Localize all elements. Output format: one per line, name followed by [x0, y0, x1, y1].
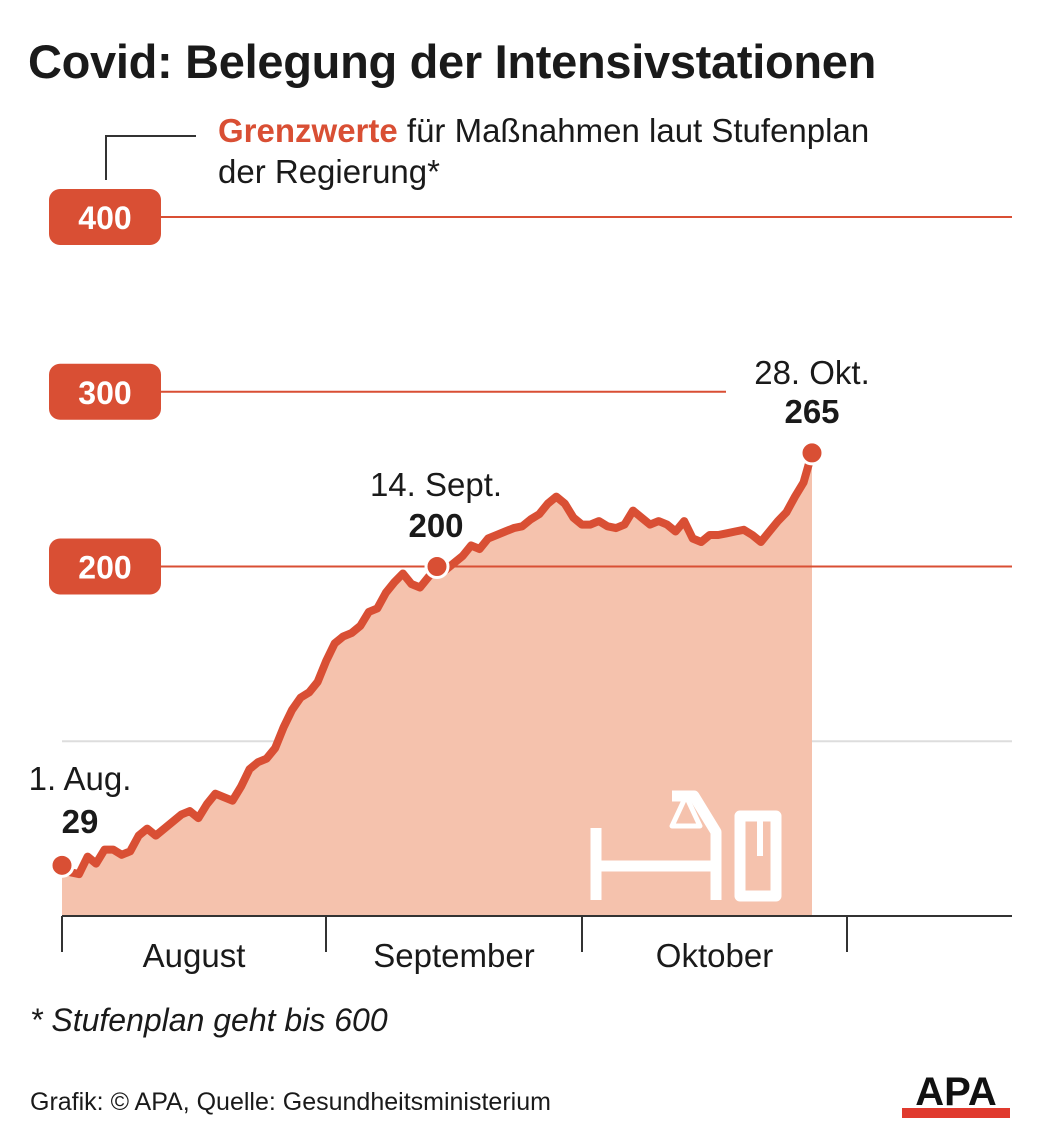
hospital-bed-icon: [590, 790, 782, 902]
annotation-point-0: [49, 852, 75, 878]
x-axis: August September Oktober: [61, 915, 1012, 974]
apa-logo: APA: [902, 1072, 1010, 1118]
threshold-label-300: 300: [78, 375, 131, 411]
x-tick-label-september: September: [373, 937, 534, 974]
threshold-badge-300: [49, 363, 161, 420]
threshold-label-200: 200: [78, 550, 131, 586]
x-tick-label-oktober: Oktober: [656, 937, 773, 974]
chart-title: Covid: Belegung der Intensivstationen: [28, 35, 877, 88]
legend-connector: [105, 135, 196, 180]
threshold-badge-400: [49, 189, 161, 245]
line-chart: 400 300 200 1. Aug. 29 14. Sept. 200 28. Okt.2…: [29, 135, 1012, 974]
area-fill: [62, 452, 812, 916]
annotation-point-2: [799, 440, 825, 466]
threshold-label-400: 400: [78, 200, 131, 236]
footnote: * Stufenplan geht bis 600: [30, 1002, 388, 1038]
annotation-value-0: 29: [62, 803, 99, 840]
legend-highlight: Grenzwerte: [218, 112, 398, 149]
apa-logo-text: APA: [915, 1072, 996, 1114]
annotation-value-1: 200: [408, 507, 463, 544]
threshold-legend: Grenzwerte für Maßnahmen laut Stufenplan…: [218, 110, 1018, 192]
annotation-layer: 1. Aug. 29 14. Sept. 200 28. Okt.265: [29, 354, 870, 878]
annotation-date-0: 1. Aug.: [29, 760, 132, 797]
legend-text-line2: der Regierung*: [218, 153, 440, 190]
legend-text-line1: für Maßnahmen laut Stufenplan: [397, 112, 870, 149]
threshold-layer: 400 300 200: [49, 135, 1012, 595]
source-credit: Grafik: © APA, Quelle: Gesundheitsminist…: [30, 1088, 551, 1116]
annotation-value-2: 265: [784, 393, 839, 430]
area-layer: [62, 452, 812, 916]
annotation-date-1: 14. Sept.: [370, 466, 502, 503]
annotation-point-1: [424, 554, 450, 579]
annotation-date-2: 28. Okt.: [754, 354, 870, 391]
apa-logo-bar: [902, 1108, 1010, 1118]
threshold-badge-200: [49, 538, 161, 595]
x-tick-label-august: August: [143, 937, 246, 974]
